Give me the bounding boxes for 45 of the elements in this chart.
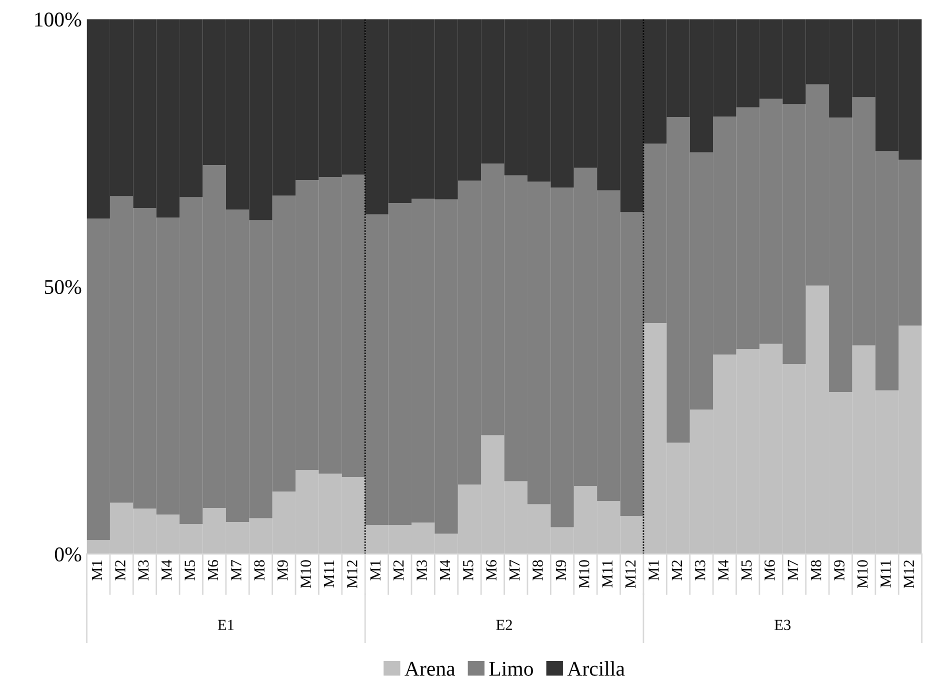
x-tick-label: M10 [578,560,590,588]
legend-label: Limo [489,662,534,676]
x-tick-label: M8 [254,560,265,580]
x-tick-label: M6 [764,560,775,580]
x-tick-label: M12 [625,560,636,588]
x-tick-label: M1 [370,560,380,580]
x-tick-label: M1 [92,560,102,580]
x-tick-label: M4 [718,560,728,580]
x-tick-label: M9 [277,560,288,580]
x-tick-label: M5 [184,560,195,580]
x-tick-label: M8 [532,560,543,580]
x-tick-label: M4 [440,560,450,580]
text: E2 [496,620,512,630]
x-tick-label: M5 [463,560,474,580]
x-tick-label: M6 [486,560,497,580]
x-tick-label: M2 [115,560,126,580]
x-tick-label: M4 [162,560,172,580]
text: E1 [218,620,234,630]
x-tick-label: M7 [231,560,242,580]
x-tick-label: M11 [324,560,334,588]
x-tick-label: M5 [742,560,752,580]
x-tick-label: M6 [208,560,218,580]
x-tick-label: M3 [695,560,706,580]
x-tick-label: M10 [300,560,311,588]
x-tick-label: M12 [347,560,358,588]
x-tick-label: M7 [788,560,798,580]
text: E3 [774,620,791,630]
legend-label: Arena [404,662,456,676]
x-tick-label: M11 [602,560,612,588]
x-tick-label: M12 [904,560,914,588]
y-tick-label: 100% [35,12,82,27]
legend-label: Arcilla [567,661,625,676]
x-tick-label: M3 [416,560,427,580]
x-tick-label: M9 [834,560,844,580]
x-tick-label: M7 [510,560,520,580]
x-tick-label: M8 [810,560,822,580]
x-tick-label: M1 [648,560,659,580]
x-tick-label: M2 [672,560,682,580]
x-tick-label: M2 [393,560,404,580]
y-tick-label: 0% [54,547,82,562]
x-tick-label: M3 [138,560,149,580]
x-tick-label: M9 [556,560,566,580]
y-tick-label: 50% [44,280,82,294]
x-tick-label: M10 [857,560,868,588]
x-tick-label: M11 [880,560,891,588]
